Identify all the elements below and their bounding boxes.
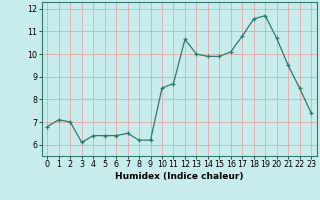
X-axis label: Humidex (Indice chaleur): Humidex (Indice chaleur) (115, 172, 244, 181)
